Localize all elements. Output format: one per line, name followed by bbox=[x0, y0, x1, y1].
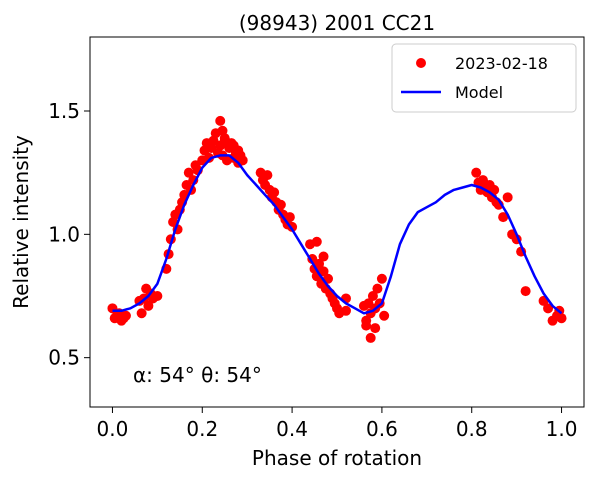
data-point bbox=[233, 145, 244, 156]
y-tick-label: 1.5 bbox=[48, 99, 80, 123]
data-point bbox=[183, 167, 194, 178]
data-point bbox=[376, 273, 387, 284]
x-axis-title: Phase of rotation bbox=[252, 446, 422, 470]
plot-area: 0.0 0.2 0.4 0.6 0.8 1.0 0.5 1.0 1.5 bbox=[48, 36, 585, 441]
legend-frame bbox=[391, 43, 577, 113]
data-point bbox=[370, 323, 381, 334]
data-points bbox=[107, 115, 567, 343]
data-point bbox=[498, 212, 509, 223]
data-point bbox=[152, 291, 163, 301]
x-tick-label: 0.6 bbox=[366, 417, 398, 441]
legend-marker-points bbox=[416, 58, 426, 68]
legend-label-model: Model bbox=[455, 83, 503, 102]
data-point bbox=[340, 305, 351, 316]
angle-annotation: α: 54° θ: 54° bbox=[133, 363, 262, 387]
data-point bbox=[120, 310, 131, 321]
legend-label-points: 2023-02-18 bbox=[455, 54, 548, 73]
data-point bbox=[520, 286, 531, 297]
chart-title: (98943) 2001 CC21 bbox=[239, 11, 435, 35]
data-point bbox=[379, 310, 390, 321]
data-point bbox=[219, 133, 230, 144]
axes-frame bbox=[89, 36, 585, 408]
data-point bbox=[314, 258, 325, 269]
data-point bbox=[204, 152, 215, 163]
data-point bbox=[318, 266, 329, 277]
data-point bbox=[556, 313, 567, 324]
y-tick-label: 1.0 bbox=[48, 222, 80, 246]
data-point bbox=[237, 155, 248, 166]
y-tick-label: 0.5 bbox=[48, 346, 80, 370]
data-point bbox=[543, 303, 554, 314]
data-point bbox=[215, 115, 226, 126]
x-tick-label: 1.0 bbox=[546, 417, 578, 441]
x-tick-label: 0.8 bbox=[456, 417, 488, 441]
data-point bbox=[136, 308, 147, 319]
data-point bbox=[143, 300, 154, 311]
data-point bbox=[367, 291, 378, 301]
data-point bbox=[502, 192, 513, 203]
data-point bbox=[471, 167, 482, 178]
x-tick-label: 0.0 bbox=[97, 417, 129, 441]
data-point bbox=[372, 283, 383, 294]
data-point bbox=[269, 187, 280, 198]
model-line bbox=[112, 154, 563, 315]
data-point bbox=[318, 251, 329, 262]
data-point bbox=[284, 212, 295, 223]
data-point bbox=[311, 236, 322, 247]
data-point bbox=[361, 320, 372, 331]
data-point bbox=[262, 170, 273, 181]
legend: 2023-02-18 Model bbox=[391, 43, 577, 113]
x-tick-label: 0.2 bbox=[186, 417, 218, 441]
x-tick-label: 0.4 bbox=[276, 417, 308, 441]
data-point bbox=[365, 332, 376, 343]
y-axis-title: Relative intensity bbox=[9, 135, 33, 309]
data-point bbox=[275, 199, 286, 210]
